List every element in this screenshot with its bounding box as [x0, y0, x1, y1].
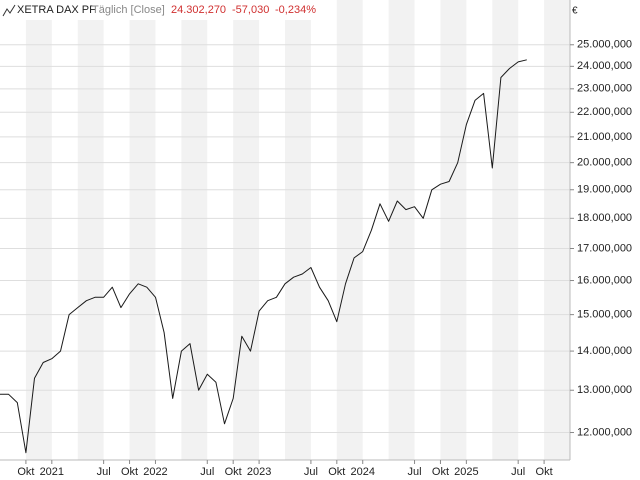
stripe — [440, 0, 467, 460]
x-tick-label: Jul — [200, 466, 214, 478]
stripe — [233, 0, 260, 460]
stripe — [388, 0, 415, 460]
x-tick-label: 2024 — [350, 466, 374, 478]
x-tick-label: Okt — [225, 466, 242, 478]
stripe — [181, 0, 208, 460]
chart-icon — [2, 4, 16, 17]
y-tick-label: 12.000,000 — [577, 426, 632, 438]
stripe — [285, 0, 311, 460]
chart-title: XETRA DAX PF — [17, 4, 96, 16]
y-tick-label: 13.000,000 — [577, 384, 632, 396]
x-tick-label: Okt — [17, 466, 34, 478]
line-series — [0, 59, 527, 454]
y-tick-label: 18.000,000 — [577, 212, 632, 224]
unit: € — [572, 6, 578, 17]
stripe — [544, 0, 570, 460]
x-tick-label: Jul — [511, 466, 525, 478]
subtitle: Täglich [Close] — [92, 4, 165, 16]
stripe — [25, 0, 52, 460]
x-tick-label: Okt — [121, 466, 138, 478]
y-tick-label: 16.000,000 — [577, 274, 632, 286]
y-tick-label: 25.000,000 — [577, 39, 632, 51]
last-value: 24.302,270 — [171, 4, 226, 16]
x-tick-label: 2025 — [454, 466, 478, 478]
stripe — [336, 0, 363, 460]
plot-area — [0, 0, 570, 460]
x-tick-label: Jul — [408, 466, 422, 478]
x-tick-label: Jul — [304, 466, 318, 478]
y-tick-label: 19.000,000 — [577, 184, 632, 196]
x-tick-label: Okt — [536, 466, 553, 478]
change: -57,030 — [232, 4, 269, 16]
y-tick-label: 15.000,000 — [577, 309, 632, 321]
stripe — [129, 0, 156, 460]
stripe — [77, 0, 104, 460]
y-tick-label: 21.000,000 — [577, 131, 632, 143]
y-tick-label: 20.000,000 — [577, 157, 632, 169]
x-tick-label: Okt — [432, 466, 449, 478]
y-tick-label: 22.000,000 — [577, 106, 632, 118]
x-tick-label: Okt — [328, 466, 345, 478]
y-tick-label: 23.000,000 — [577, 83, 632, 95]
x-tick-label: 2023 — [247, 466, 271, 478]
header-box — [0, 0, 318, 20]
y-tick-label: 14.000,000 — [577, 345, 632, 357]
y-tick-label: 17.000,000 — [577, 242, 632, 254]
y-tick-label: 24.000,000 — [577, 60, 632, 72]
stripe — [492, 0, 519, 460]
x-tick-label: 2022 — [143, 466, 167, 478]
change-percent: -0,234% — [275, 4, 316, 16]
x-tick-label: 2021 — [40, 466, 64, 478]
x-tick-label: Jul — [97, 466, 111, 478]
